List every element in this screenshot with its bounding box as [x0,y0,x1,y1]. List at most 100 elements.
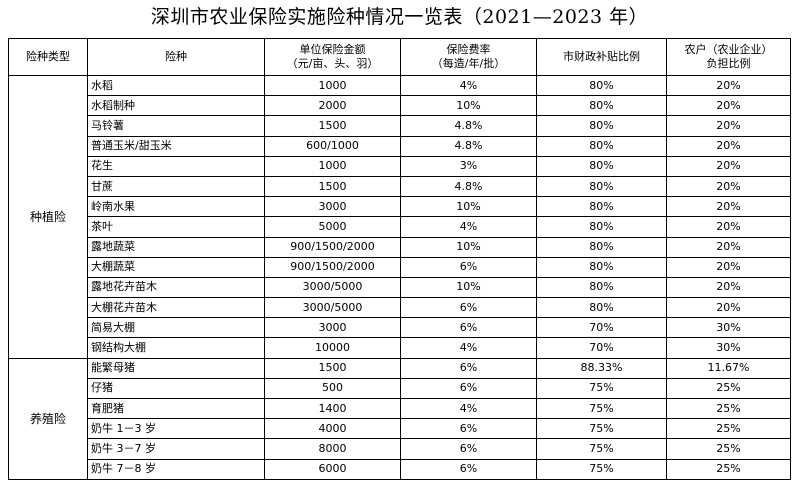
insurance-name-cell: 简易大棚 [87,317,265,339]
insurance-name-cell: 马铃薯 [87,115,265,137]
amount-cell: 8000 [264,438,401,460]
category-cell: 养殖险 [8,357,88,480]
rate-cell: 4% [400,216,537,238]
table-row: 大棚花卉苗木 3000/5000 6% 80% 20% [9,297,791,319]
rate-cell: 10% [400,236,537,258]
farmer-share-cell: 25% [666,418,791,440]
insurance-name-cell: 水稻 [87,74,265,97]
amount-cell: 5000 [264,216,401,238]
rate-cell: 4.8% [400,115,537,137]
farmer-share-cell: 20% [666,74,791,97]
subsidy-cell: 80% [536,216,667,238]
header-subsidy: 市财政补贴比例 [536,38,667,76]
insurance-name-cell: 花生 [87,155,265,177]
rate-cell: 6% [400,438,537,460]
subsidy-cell: 80% [536,135,667,157]
subsidy-cell: 75% [536,397,667,420]
table-row: 普通玉米/甜玉米 600/1000 4.8% 80% 20% [9,135,791,157]
farmer-share-cell: 20% [666,276,791,299]
table-row: 育肥猪 1400 4% 75% 25% [9,397,791,420]
insurance-name-cell: 奶牛 7－8 岁 [87,458,265,480]
farmer-share-cell: 25% [666,397,791,420]
farmer-share-cell: 30% [666,337,791,359]
insurance-name-cell: 育肥猪 [87,397,265,420]
rate-cell: 4.8% [400,135,537,157]
table-row: 甘蔗 1500 4.8% 80% 20% [9,175,791,198]
table-row: 岭南水果 3000 10% 80% 20% [9,196,791,218]
subsidy-cell: 88.33% [536,357,667,379]
farmer-share-cell: 20% [666,216,791,238]
amount-cell: 600/1000 [264,135,401,157]
header-rate: 保险费率 （每造/年/批） [400,38,537,76]
amount-cell: 3000/5000 [264,276,401,299]
insurance-name-cell: 奶牛 1－3 岁 [87,418,265,440]
table-header-row: 险种类型 险种 单位保险金额 （元/亩、头、羽） 保险费率 （每造/年/批） 市… [8,38,791,76]
insurance-name-cell: 仔猪 [87,377,265,400]
amount-cell: 3000 [264,317,401,339]
table-row: 露地花卉苗木 3000/5000 10% 80% 20% [9,276,791,299]
table-row: 奶牛 3－7 岁 8000 6% 75% 25% [9,438,791,460]
subsidy-cell: 80% [536,115,667,137]
subsidy-cell: 70% [536,337,667,359]
rate-cell: 6% [400,357,537,379]
table-row: 露地蔬菜 900/1500/2000 10% 80% 20% [9,236,791,258]
rate-cell: 10% [400,276,537,299]
rate-cell: 6% [400,418,537,440]
subsidy-cell: 70% [536,317,667,339]
farmer-share-cell: 20% [666,115,791,137]
insurance-name-cell: 水稻制种 [87,95,265,117]
amount-cell: 1500 [264,357,401,379]
subsidy-cell: 80% [536,175,667,198]
farmer-share-cell: 20% [666,236,791,258]
subsidy-cell: 80% [536,155,667,177]
header-type: 险种类型 [8,38,88,76]
insurance-name-cell: 露地蔬菜 [87,236,265,258]
insurance-name-cell: 钢结构大棚 [87,337,265,359]
amount-cell: 900/1500/2000 [264,236,401,258]
table-row: 简易大棚 3000 6% 70% 30% [9,317,791,339]
farmer-share-cell: 20% [666,297,791,319]
amount-cell: 2000 [264,95,401,117]
subsidy-cell: 75% [536,418,667,440]
subsidy-cell: 75% [536,458,667,480]
category-cell: 种植险 [8,75,88,359]
table-row: 养殖险 能繁母猪 1500 6% 88.33% 11.67% [8,357,791,480]
rate-cell: 4% [400,337,537,359]
rate-cell: 6% [400,317,537,339]
rate-cell: 6% [400,377,537,400]
amount-cell: 500 [264,377,401,400]
rate-cell: 6% [400,297,537,319]
table-row: 奶牛 7－8 岁 6000 6% 75% 25% [9,458,791,480]
amount-cell: 1500 [264,175,401,198]
subsidy-cell: 80% [536,196,667,218]
header-name: 险种 [87,38,265,76]
table-body: 种植险 水稻 1000 4% 80% 20% 水稻制种 2000 10% 80% 20% 马铃薯 150… [8,74,791,480]
amount-cell: 900/1500/2000 [264,256,401,278]
insurance-name-cell: 普通玉米/甜玉米 [87,135,265,157]
amount-cell: 6000 [264,458,401,480]
rate-cell: 4.8% [400,175,537,198]
subsidy-cell: 80% [536,276,667,299]
farmer-share-cell: 25% [666,438,791,460]
insurance-name-cell: 能繁母猪 [87,357,265,379]
header-farmer: 农户（农业企业） 负担比例 [666,38,791,76]
insurance-table: 险种类型 险种 单位保险金额 （元/亩、头、羽） 保险费率 （每造/年/批） 市… [8,38,791,480]
subsidy-cell: 80% [536,236,667,258]
table-row: 仔猪 500 6% 75% 25% [9,377,791,400]
farmer-share-cell: 20% [666,95,791,117]
rate-cell: 3% [400,155,537,177]
subsidy-cell: 75% [536,438,667,460]
rate-cell: 6% [400,256,537,278]
farmer-share-cell: 30% [666,317,791,339]
amount-cell: 1000 [264,74,401,97]
header-amount: 单位保险金额 （元/亩、头、羽） [264,38,401,76]
insurance-name-cell: 大棚蔬菜 [87,256,265,278]
table-row: 奶牛 1－3 岁 4000 6% 75% 25% [9,418,791,440]
amount-cell: 4000 [264,418,401,440]
page-title: 深圳市农业保险实施险种情况一览表（2021—2023 年） [150,6,649,28]
table-row: 种植险 水稻 1000 4% 80% 20% [8,74,791,359]
table-row: 大棚蔬菜 900/1500/2000 6% 80% 20% [9,256,791,278]
amount-cell: 3000 [264,196,401,218]
subsidy-cell: 80% [536,95,667,117]
insurance-name-cell: 奶牛 3－7 岁 [87,438,265,460]
